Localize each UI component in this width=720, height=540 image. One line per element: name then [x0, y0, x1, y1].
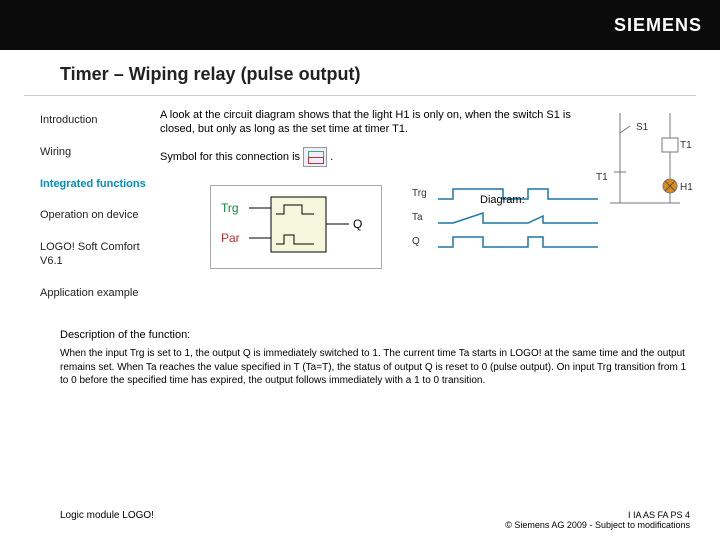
sidebar-item-softcomfort[interactable]: LOGO! Soft Comfort V6.1 [40, 241, 160, 269]
function-symbol-icon [303, 147, 327, 167]
brand-logo: SIEMENS [614, 15, 702, 36]
content: Introduction Wiring Integrated functions… [0, 96, 720, 318]
sidebar-item-integrated[interactable]: Integrated functions [40, 178, 160, 192]
sidebar-item-example[interactable]: Application example [40, 287, 160, 301]
title-area: Timer – Wiping relay (pulse output) [24, 50, 696, 96]
description-text: When the input Trg is set to 1, the outp… [60, 347, 690, 388]
symbol-pre: Symbol for this connection is [160, 151, 300, 163]
footer-code: I IA AS FA PS 4 [505, 510, 690, 520]
page-title: Timer – Wiping relay (pulse output) [60, 64, 676, 85]
function-block-diagram: Trg Par Q [210, 185, 382, 269]
diagram-label: Diagram: [480, 194, 525, 206]
description-title: Description of the function: [60, 328, 690, 343]
footer-left: Logic module LOGO! [60, 510, 154, 530]
sidebar: Introduction Wiring Integrated functions… [40, 108, 160, 318]
timing-q-row: Q [412, 233, 598, 251]
circuit-label-s1: S1 [636, 122, 649, 133]
top-bar: SIEMENS [0, 0, 720, 50]
footer-right: I IA AS FA PS 4 © Siemens AG 2009 - Subj… [505, 510, 690, 530]
sidebar-item-wiring[interactable]: Wiring [40, 146, 160, 160]
fn-par-label: Par [221, 231, 240, 245]
timing-q-label: Q [412, 236, 438, 247]
symbol-post: . [330, 151, 333, 163]
main-panel: A look at the circuit diagram shows that… [160, 108, 690, 318]
fn-trg-label: Trg [221, 201, 239, 215]
circuit-label-t1: T1 [680, 140, 692, 151]
footer-copyright: © Siemens AG 2009 - Subject to modificat… [505, 520, 690, 530]
fn-q-label: Q [353, 217, 362, 231]
footer: Logic module LOGO! I IA AS FA PS 4 © Sie… [60, 510, 690, 530]
circuit-label-h1: H1 [680, 182, 693, 193]
description-block: Description of the function: When the in… [60, 328, 690, 387]
circuit-diagram: S1 T1 T1 H1 [590, 108, 700, 218]
sidebar-item-operation[interactable]: Operation on device [40, 209, 160, 223]
sidebar-item-introduction[interactable]: Introduction [40, 114, 160, 128]
timing-ta-row: Ta [412, 209, 598, 227]
timing-trg-label: Trg [412, 188, 438, 199]
circuit-label-t1b: T1 [596, 172, 608, 183]
timing-ta-label: Ta [412, 212, 438, 223]
